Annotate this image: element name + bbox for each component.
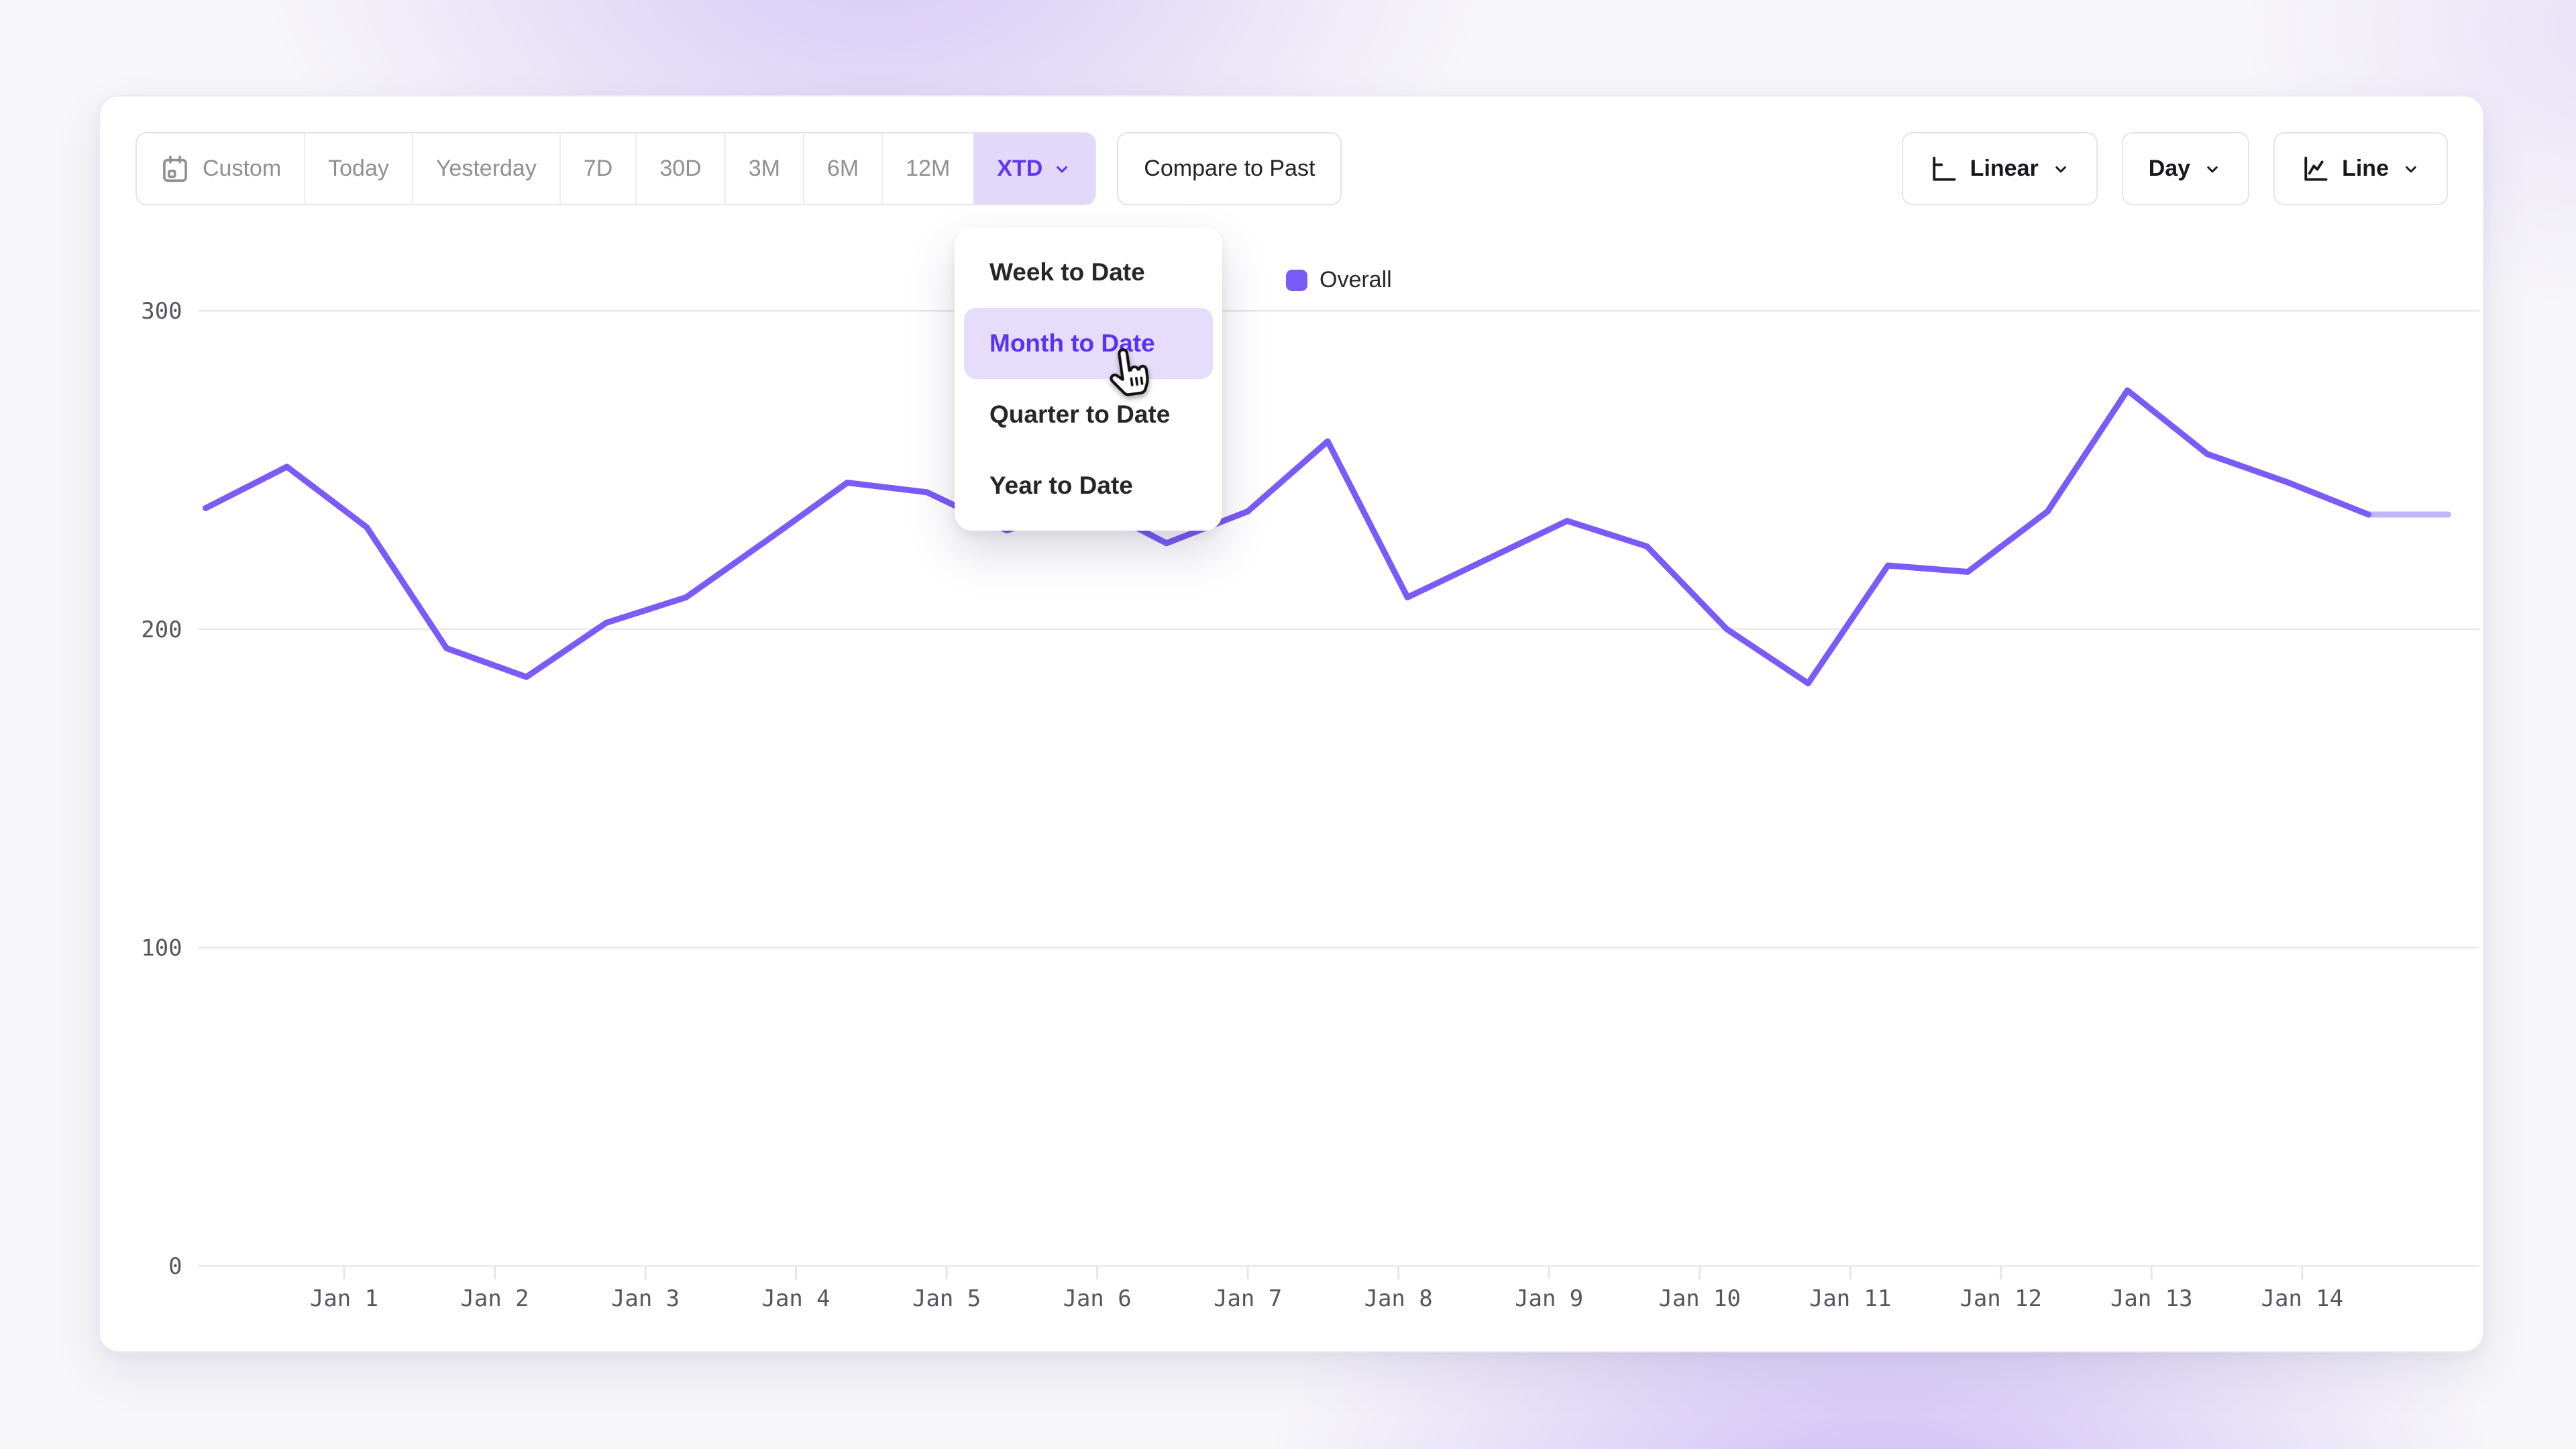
x-axis-label: Jan 14: [2261, 1285, 2343, 1311]
legend-swatch: [1286, 269, 1307, 291]
series-line-overall: [202, 387, 2372, 687]
line-chart-canvas[interactable]: 0 100 200 300 Jan 1 Jan 2 Jan 3 Jan 4 Jan 5 Jan 6…: [100, 97, 2483, 1351]
toolbar: Custom Today Yesterday 7D 30D 3M 6M 12M …: [136, 132, 2448, 205]
legend-item-overall[interactable]: Overall: [1286, 267, 1392, 293]
chevron-down-icon: [2051, 159, 2071, 179]
range-button-7d[interactable]: 7D: [559, 133, 636, 204]
x-axis-label: Jan 12: [1960, 1285, 2041, 1311]
range-button-today[interactable]: Today: [304, 133, 412, 204]
y-axis-label: 200: [141, 616, 182, 643]
range-button-xtd[interactable]: XTD: [973, 133, 1095, 204]
menu-item-month-to-date[interactable]: Month to Date: [964, 308, 1213, 379]
range-button-12m[interactable]: 12M: [881, 133, 973, 204]
menu-item-quarter-to-date[interactable]: Quarter to Date: [989, 400, 1171, 428]
granularity-select[interactable]: Day: [2121, 132, 2250, 205]
range-button-yesterday[interactable]: Yesterday: [411, 133, 559, 204]
date-range-segmented-control: Custom Today Yesterday 7D 30D 3M 6M 12M …: [136, 132, 1097, 205]
chart-controls: Linear Day Line: [1901, 132, 2448, 205]
x-axis-label: Jan 4: [762, 1285, 830, 1311]
x-axis-label: Jan 7: [1214, 1285, 1282, 1311]
scale-select[interactable]: Linear: [1901, 132, 2098, 205]
range-label: Custom: [203, 156, 282, 181]
x-axis-label: Jan 6: [1063, 1285, 1132, 1311]
chevron-down-icon: [2202, 159, 2222, 179]
compare-to-past-button[interactable]: Compare to Past: [1117, 132, 1342, 205]
x-axis-label: Jan 8: [1364, 1285, 1433, 1311]
x-axis-label: Jan 5: [912, 1285, 981, 1311]
xtd-dropdown-menu: Week to Date Month to Date Quarter to Da…: [955, 227, 1222, 531]
y-axis-label: 300: [141, 298, 182, 324]
range-button-30d[interactable]: 30D: [635, 133, 724, 204]
legend-label: Overall: [1320, 267, 1392, 292]
range-button-6m[interactable]: 6M: [802, 133, 882, 204]
chart-type-select[interactable]: Line: [2273, 132, 2448, 205]
x-axis-label: Jan 1: [310, 1285, 378, 1311]
menu-item-week-to-date[interactable]: Week to Date: [989, 258, 1145, 286]
range-button-custom[interactable]: Custom: [137, 133, 305, 204]
calendar-icon: [160, 154, 191, 184]
chevron-down-icon: [1052, 159, 1072, 179]
y-axis-label: 0: [168, 1253, 182, 1279]
chevron-down-icon: [2401, 159, 2421, 179]
menu-item-year-to-date[interactable]: Year to Date: [989, 472, 1133, 499]
axis-linear-icon: [1929, 154, 1958, 184]
range-button-3m[interactable]: 3M: [724, 133, 803, 204]
x-axis-label: Jan 11: [1809, 1285, 1891, 1311]
x-axis-label: Jan 9: [1515, 1285, 1583, 1311]
x-axis-label: Jan 13: [2110, 1285, 2192, 1311]
x-axis-label: Jan 3: [611, 1285, 680, 1311]
line-chart-icon: [2300, 154, 2330, 184]
analytics-card: 0 100 200 300 Jan 1 Jan 2 Jan 3 Jan 4 Jan 5 Jan 6…: [99, 95, 2484, 1352]
x-axis-label: Jan 10: [1658, 1285, 1740, 1311]
x-axis-label: Jan 2: [461, 1285, 529, 1311]
y-axis-label: 100: [141, 935, 182, 961]
